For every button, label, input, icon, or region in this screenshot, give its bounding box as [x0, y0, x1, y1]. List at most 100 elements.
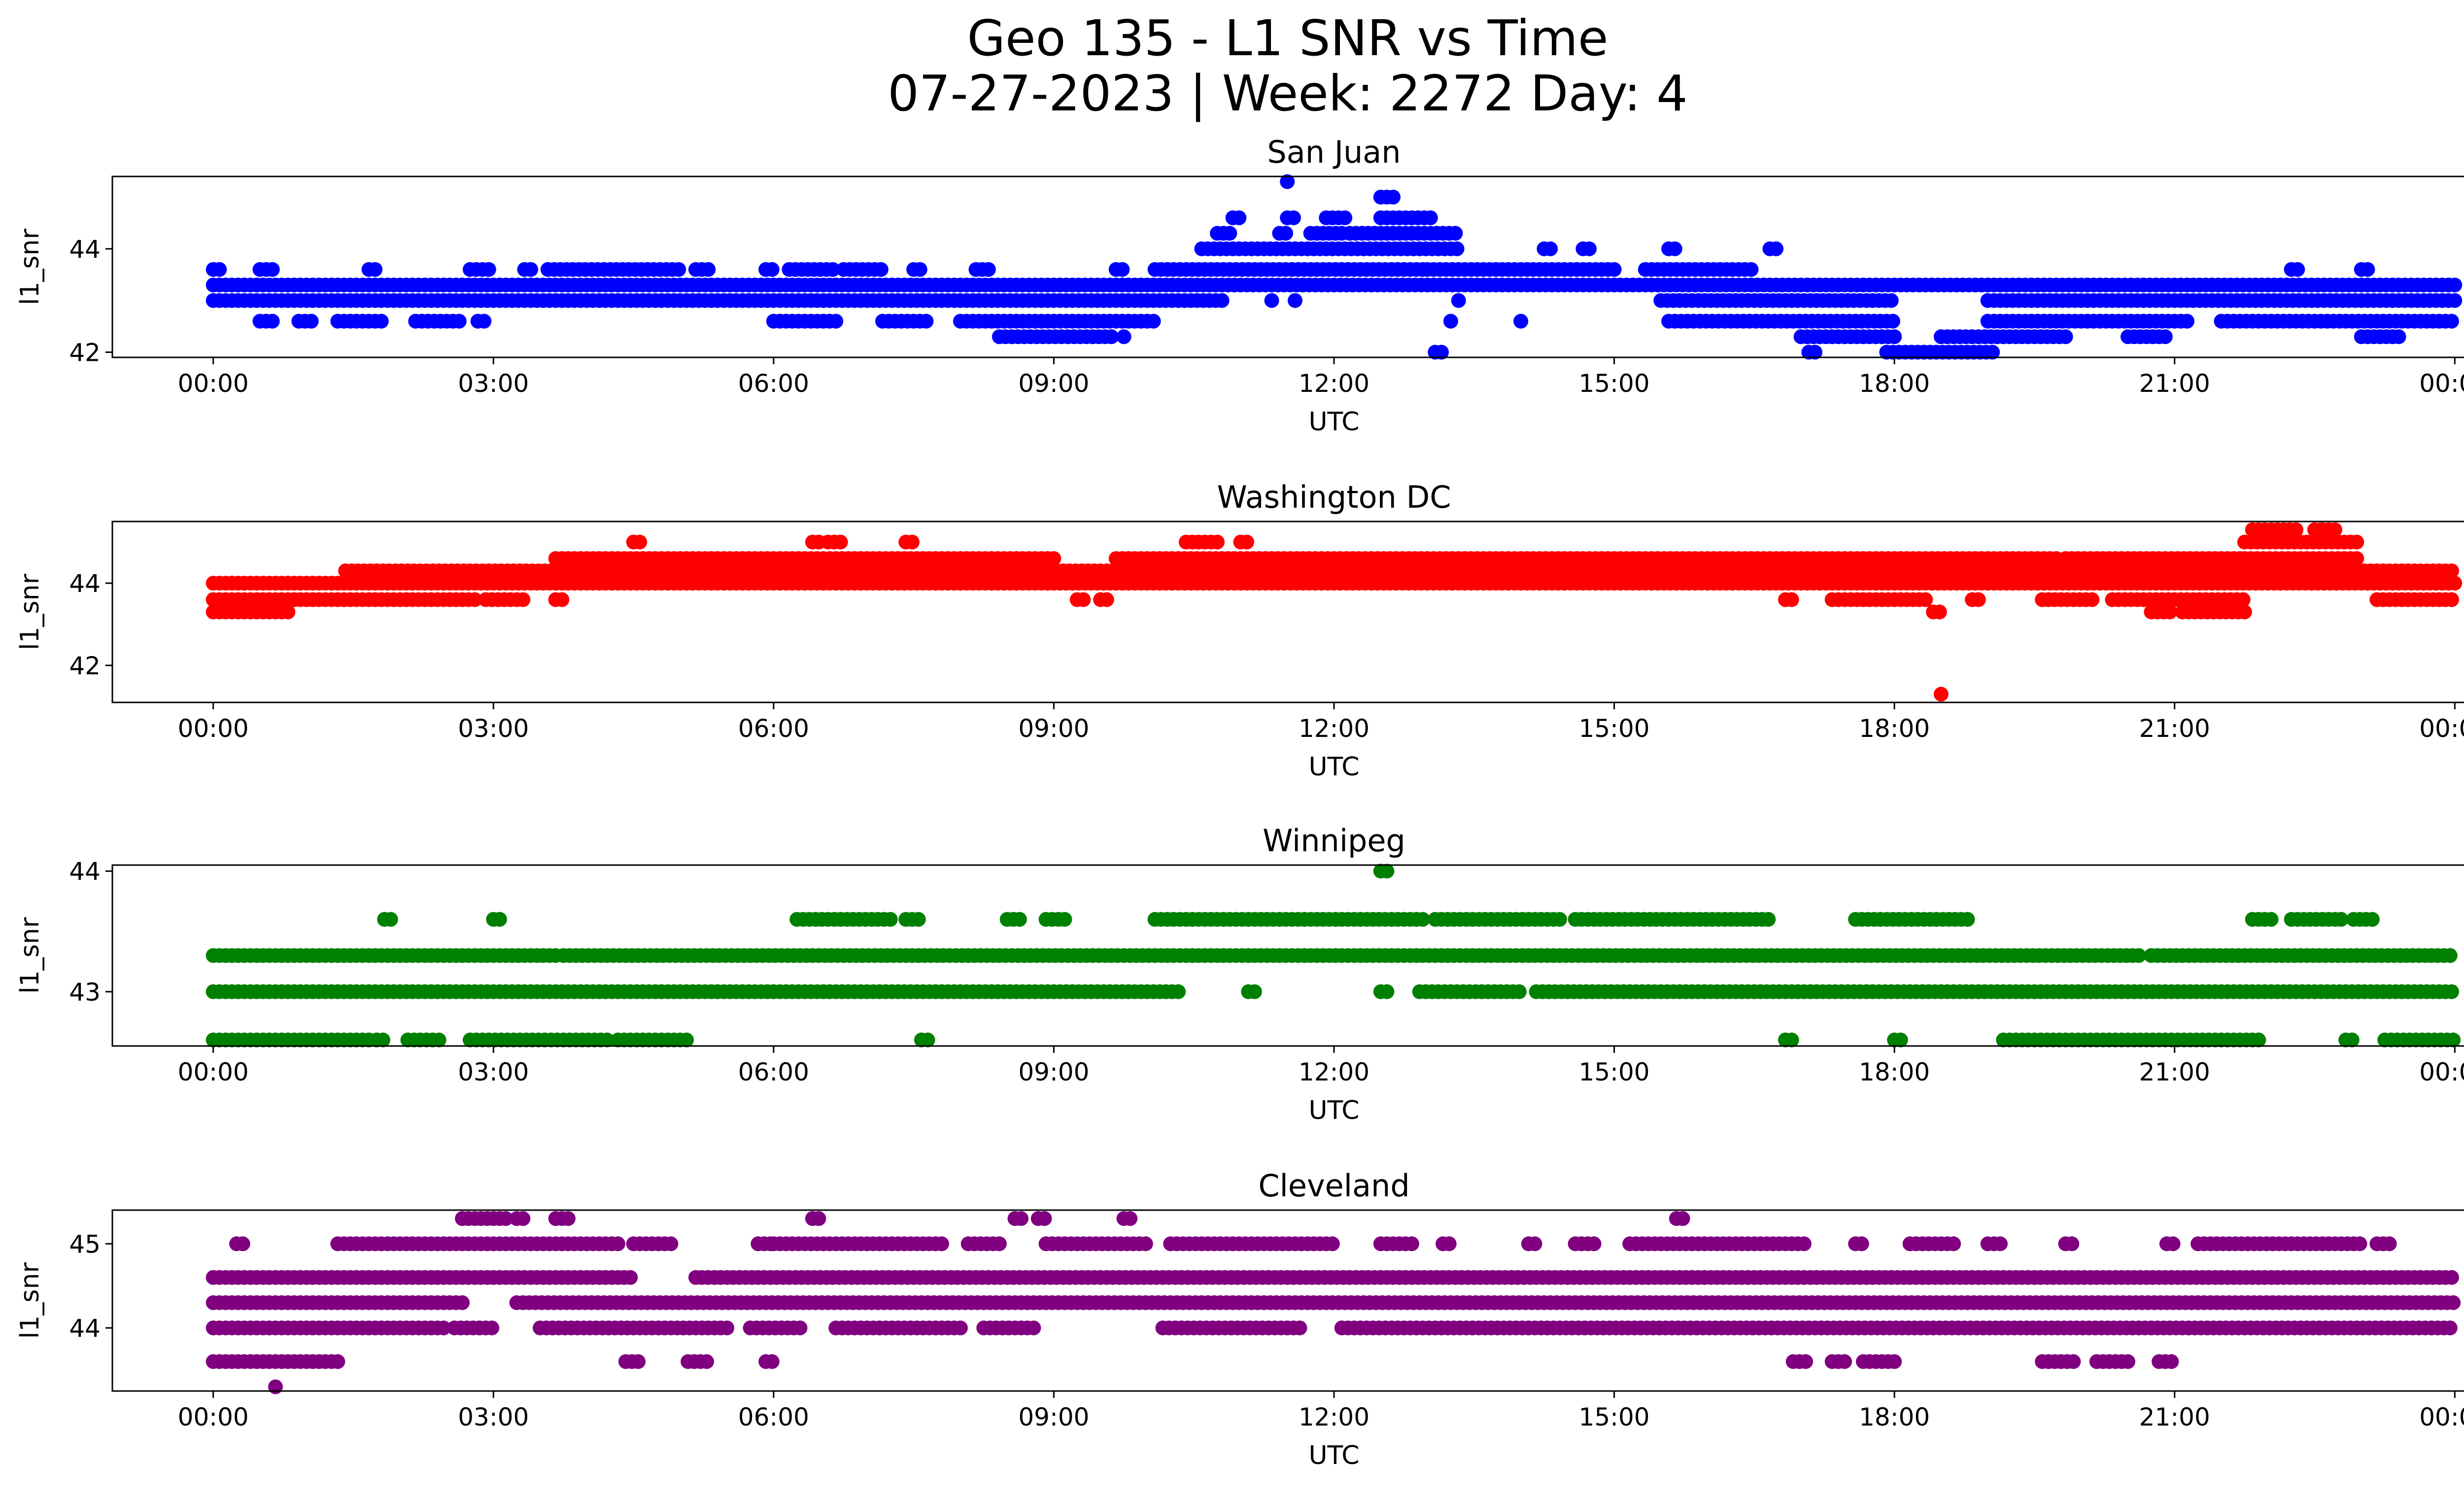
data-point	[2164, 1354, 2179, 1369]
x-tick-label: 15:00	[1579, 714, 1650, 743]
x-tick-label: 18:00	[1859, 369, 1930, 398]
data-point	[304, 313, 319, 329]
x-tick-label: 09:00	[1018, 714, 1089, 743]
subplot-title: Winnipeg	[1263, 823, 1405, 859]
data-point	[2235, 592, 2251, 607]
data-point	[374, 313, 389, 329]
data-point	[498, 1211, 513, 1226]
data-point	[376, 1032, 390, 1047]
data-point	[1379, 984, 1395, 999]
y-tick-label: 44	[69, 569, 101, 598]
data-point	[1887, 329, 1902, 345]
data-point	[1115, 262, 1130, 277]
data-point	[1046, 551, 1061, 566]
data-point	[1985, 345, 2000, 360]
data-point	[1099, 592, 1114, 607]
x-tick-label: 00:00	[178, 369, 249, 398]
data-point	[1214, 293, 1230, 308]
data-point	[2165, 1236, 2181, 1252]
x-tick-label: 09:00	[1018, 1403, 1089, 1431]
data-point	[905, 534, 920, 550]
x-tick-label: 03:00	[458, 369, 529, 398]
data-point	[2058, 329, 2073, 345]
data-point	[451, 313, 467, 329]
data-point	[1607, 262, 1622, 277]
data-point	[719, 1321, 735, 1335]
x-tick-label: 06:00	[738, 1403, 809, 1431]
data-point	[1386, 189, 1401, 205]
data-point	[1582, 241, 1597, 256]
data-point	[1286, 210, 1301, 225]
data-point	[764, 1354, 780, 1369]
data-point	[2066, 1354, 2081, 1369]
x-tick-label: 12:00	[1299, 714, 1369, 743]
data-point	[2131, 948, 2147, 963]
x-tick-label: 21:00	[2139, 369, 2210, 398]
x-tick-label: 00:00	[178, 714, 249, 743]
data-point	[2157, 329, 2173, 345]
data-point	[330, 1354, 345, 1369]
data-point	[1946, 1236, 1961, 1252]
data-point	[265, 313, 280, 329]
data-point	[1288, 293, 1302, 308]
figure-title-line1: Geo 135 - L1 SNR vs Time	[967, 9, 1608, 67]
x-tick-label: 21:00	[2139, 1403, 2210, 1431]
data-point	[2180, 313, 2194, 329]
subplot-title: San Juan	[1267, 134, 1401, 170]
subplot-title: Washington DC	[1217, 479, 1451, 515]
x-tick-label: 06:00	[738, 1058, 809, 1086]
data-point	[1451, 293, 1466, 308]
data-point	[1239, 534, 1255, 550]
x-tick-label: 09:00	[1018, 1058, 1089, 1086]
data-point	[2447, 576, 2463, 591]
data-point	[811, 1211, 826, 1226]
data-point	[554, 592, 570, 607]
data-point	[2349, 534, 2364, 550]
data-point	[1325, 1236, 1340, 1252]
x-tick-label: 21:00	[2139, 1058, 2210, 1086]
data-point	[368, 262, 383, 277]
data-point	[1210, 534, 1225, 550]
data-point	[1511, 984, 1527, 999]
y-axis-label: l1_snr	[15, 573, 45, 650]
data-point	[920, 1032, 935, 1047]
y-tick-label: 42	[69, 652, 101, 680]
data-point	[1146, 313, 1161, 329]
subplot-title: Cleveland	[1258, 1168, 1409, 1204]
data-point	[1883, 293, 1899, 308]
data-point	[1854, 1236, 1869, 1252]
data-point	[484, 1321, 500, 1335]
data-point	[1993, 1236, 2008, 1252]
data-point	[1675, 1211, 1690, 1226]
data-point	[1278, 226, 1294, 241]
data-point	[701, 262, 716, 277]
data-point	[455, 1295, 470, 1310]
data-point	[2364, 912, 2380, 927]
data-point	[1513, 313, 1529, 329]
data-point	[2447, 293, 2463, 308]
data-point	[679, 1032, 694, 1047]
data-point	[2444, 592, 2459, 607]
data-point	[2064, 1236, 2080, 1252]
data-point	[1527, 1236, 1542, 1252]
data-point	[1543, 241, 1558, 256]
data-point	[1171, 984, 1186, 999]
x-tick-label: 00:00	[2419, 1058, 2464, 1086]
data-point	[2162, 604, 2178, 620]
data-point	[1037, 1211, 1052, 1226]
x-axis-label: UTC	[1308, 1096, 1359, 1125]
data-point	[792, 1321, 808, 1335]
data-point	[1116, 329, 1131, 345]
data-point	[1784, 592, 1799, 607]
data-point	[1761, 912, 1776, 927]
data-point	[1887, 1354, 1902, 1369]
x-tick-label: 15:00	[1579, 1058, 1650, 1086]
data-point	[1441, 1236, 1457, 1252]
x-tick-label: 18:00	[1859, 1403, 1930, 1431]
data-point	[764, 262, 780, 277]
data-point	[632, 534, 648, 550]
data-point	[431, 1032, 446, 1047]
